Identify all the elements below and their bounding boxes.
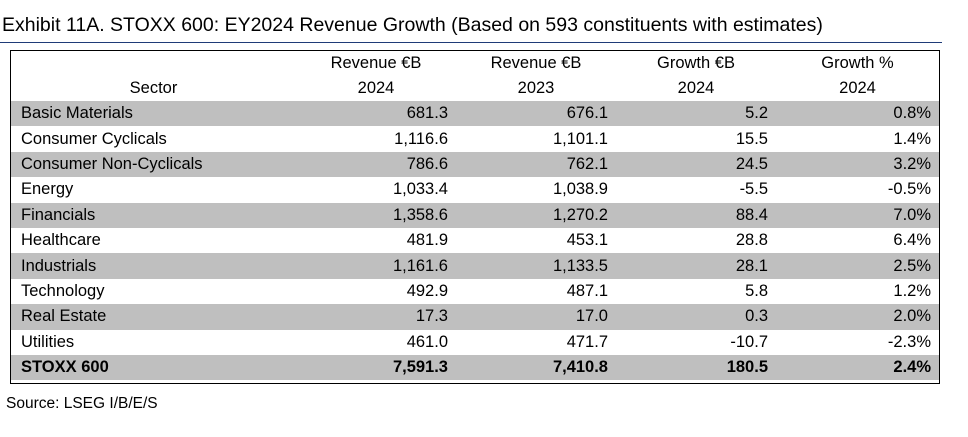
- revenue-2024-cell: 492.9: [406, 281, 448, 300]
- exhibit-title: Exhibit 11A. STOXX 600: EY2024 Revenue G…: [2, 14, 823, 36]
- header-cell: Revenue €B: [490, 54, 582, 72]
- growth-pct-cell: 1.2%: [893, 281, 931, 300]
- revenue-2023-cell: 1,038.9: [552, 180, 608, 199]
- growth-eb-cell: -10.7: [730, 332, 768, 351]
- header-cell: Growth %: [821, 54, 894, 72]
- growth-eb-cell: -5.5: [739, 180, 768, 199]
- revenue-2023-cell: 1,270.2: [456, 202, 616, 228]
- sector-cell: Real Estate: [11, 304, 296, 330]
- revenue-2024-cell: 17.3: [296, 304, 456, 330]
- header-cell: 2023: [517, 79, 555, 97]
- growth-pct-cell: 6.4%: [893, 231, 931, 250]
- table-row: Healthcare 481.9 453.1 28.8 6.4%: [11, 228, 939, 253]
- header-cell: [11, 51, 296, 76]
- sector-cell: Industrials: [11, 253, 296, 279]
- growth-eb-cell: 88.4: [616, 202, 776, 228]
- total-row: STOXX 600 7,591.3 7,410.8 180.5 2.4%: [11, 354, 939, 381]
- revenue-2024-cell: 1,358.6: [296, 202, 456, 228]
- revenue-2023-cell: 471.7: [566, 332, 608, 351]
- title-divider: [0, 42, 942, 43]
- growth-pct-cell: 2.4%: [776, 354, 939, 381]
- sector-cell: Healthcare: [21, 231, 101, 250]
- sector-cell: Financials: [11, 202, 296, 228]
- sector-cell: Basic Materials: [11, 101, 296, 127]
- sector-cell: Consumer Cyclicals: [21, 129, 167, 148]
- sector-cell: Utilities: [21, 332, 75, 351]
- growth-eb-cell: 28.1: [616, 253, 776, 279]
- source-note: Source: LSEG I/B/E/S: [6, 395, 158, 412]
- table-row: Utilities 461.0 471.7 -10.7 -2.3%: [11, 330, 939, 355]
- header-cell: Sector: [129, 79, 178, 97]
- table-row: Industrials 1,161.6 1,133.5 28.1 2.5%: [11, 253, 939, 279]
- header-cell: 2024: [357, 79, 395, 97]
- growth-eb-cell: 180.5: [616, 354, 776, 381]
- growth-eb-cell: 15.5: [735, 129, 768, 148]
- growth-eb-cell: 28.8: [735, 231, 768, 250]
- revenue-2023-cell: 676.1: [456, 101, 616, 127]
- revenue-2023-cell: 453.1: [566, 231, 608, 250]
- revenue-2024-cell: 461.0: [406, 332, 448, 351]
- table-row: Consumer Non-Cyclicals 786.6 762.1 24.5 …: [11, 151, 939, 178]
- growth-pct-cell: 3.2%: [776, 151, 939, 178]
- growth-pct-cell: 2.5%: [776, 253, 939, 279]
- revenue-2023-cell: 762.1: [456, 151, 616, 178]
- growth-pct-cell: 0.8%: [776, 101, 939, 127]
- header-cell: Revenue €B: [330, 54, 422, 72]
- revenue-2023-cell: 17.0: [456, 304, 616, 330]
- growth-pct-cell: -2.3%: [887, 332, 931, 351]
- revenue-2023-cell: 7,410.8: [456, 354, 616, 381]
- revenue-2024-cell: 1,033.4: [392, 180, 448, 199]
- table-row: Technology 492.9 487.1 5.8 1.2%: [11, 279, 939, 304]
- growth-eb-cell: 24.5: [616, 151, 776, 178]
- revenue-2024-cell: 1,161.6: [296, 253, 456, 279]
- growth-eb-cell: 5.8: [745, 281, 768, 300]
- revenue-growth-table: Revenue €B Revenue €B Growth €B Growth %…: [11, 51, 939, 381]
- revenue-table-box: Revenue €B Revenue €B Growth €B Growth %…: [10, 50, 940, 384]
- sector-cell: Energy: [21, 180, 74, 199]
- revenue-2023-cell: 1,133.5: [456, 253, 616, 279]
- growth-pct-cell: 7.0%: [776, 202, 939, 228]
- revenue-2023-cell: 487.1: [566, 281, 608, 300]
- header-cell: 2024: [839, 79, 876, 97]
- revenue-2024-cell: 786.6: [296, 151, 456, 178]
- growth-eb-cell: 0.3: [616, 304, 776, 330]
- table-row: Energy 1,033.4 1,038.9 -5.5 -0.5%: [11, 177, 939, 202]
- sector-cell: Consumer Non-Cyclicals: [11, 151, 296, 178]
- table-row: Basic Materials 681.3 676.1 5.2 0.8%: [11, 101, 939, 127]
- growth-pct-cell: 2.0%: [776, 304, 939, 330]
- revenue-2024-cell: 681.3: [296, 101, 456, 127]
- growth-pct-cell: -0.5%: [887, 180, 931, 199]
- table-row: Real Estate 17.3 17.0 0.3 2.0%: [11, 304, 939, 330]
- header-row-1: Revenue €B Revenue €B Growth €B Growth %: [11, 51, 939, 76]
- revenue-2023-cell: 1,101.1: [552, 129, 608, 148]
- header-row-2: Sector 2024 2023 2024 2024: [11, 76, 939, 101]
- revenue-2024-cell: 481.9: [406, 231, 448, 250]
- revenue-2024-cell: 1,116.6: [394, 129, 448, 148]
- header-cell: 2024: [677, 79, 715, 97]
- header-cell: Growth €B: [657, 54, 735, 72]
- growth-pct-cell: 1.4%: [893, 129, 931, 148]
- revenue-2024-cell: 7,591.3: [296, 354, 456, 381]
- sector-cell: Technology: [21, 281, 105, 300]
- growth-eb-cell: 5.2: [616, 101, 776, 127]
- sector-cell: STOXX 600: [11, 354, 296, 381]
- table-row: Financials 1,358.6 1,270.2 88.4 7.0%: [11, 202, 939, 228]
- table-row: Consumer Cyclicals 1,116.6 1,101.1 15.5 …: [11, 126, 939, 151]
